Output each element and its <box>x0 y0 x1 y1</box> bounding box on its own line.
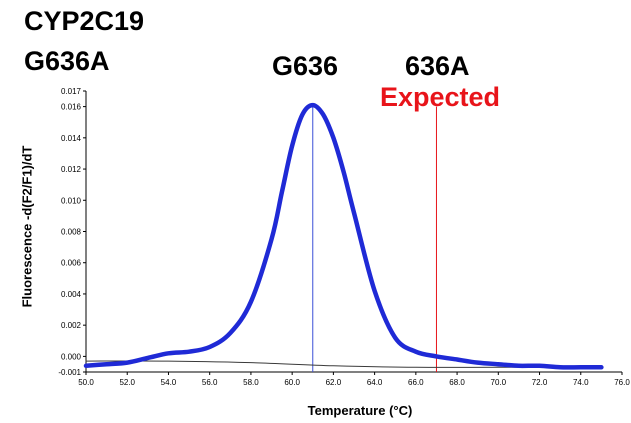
y-tick-label: -0.001 <box>58 368 81 377</box>
axes: 50.0 52.0 54.0 56.0 58.0 60.0 62.0 64.0 66.0 68.0… <box>58 87 630 387</box>
x-tick-label: 54.0 <box>161 378 177 387</box>
x-tick-label: 56.0 <box>202 378 218 387</box>
x-tick-label: 76.0 <box>614 378 630 387</box>
x-tick-label: 64.0 <box>367 378 383 387</box>
y-tick-label: 0.004 <box>61 290 82 299</box>
expected-label: Expected <box>380 82 501 112</box>
x-tick-label: 58.0 <box>243 378 259 387</box>
x-tick-label: 60.0 <box>284 378 300 387</box>
y-tick-label: 0.006 <box>61 259 82 268</box>
x-tick-label: 50.0 <box>78 378 94 387</box>
x-tick-label: 74.0 <box>573 378 589 387</box>
series-lines <box>83 102 604 370</box>
x-tick-label: 68.0 <box>449 378 465 387</box>
y-tick-label: 0.002 <box>61 321 82 330</box>
melt-curve-line <box>83 102 604 370</box>
x-tick-label: 72.0 <box>532 378 548 387</box>
y-tick-label: 0.016 <box>61 103 82 112</box>
marker-lines <box>312 106 437 372</box>
gene-label: CYP2C19 <box>24 6 145 36</box>
y-tick-label: 0.000 <box>61 352 82 361</box>
x-tick-label: 66.0 <box>408 378 424 387</box>
wild-type-peak-label: G636 <box>272 51 339 81</box>
y-tick-label: 0.014 <box>61 134 82 143</box>
x-axis-label: Temperature (°C) <box>307 403 413 418</box>
mutant-peak-label: 636A <box>405 51 470 81</box>
x-tick-label: 70.0 <box>491 378 507 387</box>
y-tick-label: 0.012 <box>61 165 82 174</box>
y-tick-label: 0.010 <box>61 196 82 205</box>
y-tick-label: 0.017 <box>61 87 82 96</box>
variant-label: G636A <box>24 46 110 76</box>
x-tick-label: 62.0 <box>326 378 342 387</box>
y-tick-label: 0.008 <box>61 228 82 237</box>
x-tick-label: 52.0 <box>119 378 135 387</box>
